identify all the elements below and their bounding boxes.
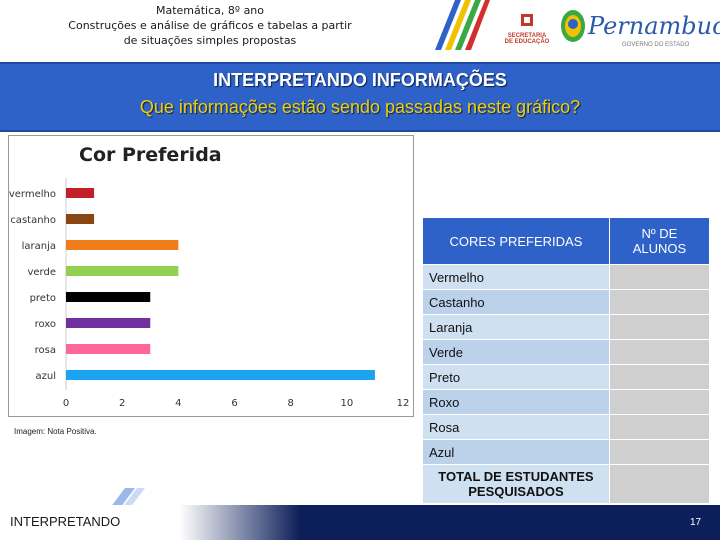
row-count-cell[interactable]: [608, 339, 711, 365]
y-tick-label: verde: [27, 267, 56, 278]
header: Matemática, 8º ano Construções e análise…: [0, 0, 720, 58]
x-tick-label: 12: [397, 398, 410, 409]
image-credit: Imagem: Nota Positiva.: [14, 427, 97, 436]
data-table: CORES PREFERIDAS Nº DE ALUNOS Vermelho C…: [422, 217, 711, 504]
row-count-cell[interactable]: [608, 364, 711, 390]
header-colors: CORES PREFERIDAS: [422, 217, 610, 265]
x-tick-label: 8: [287, 398, 293, 409]
row-count-cell[interactable]: [608, 289, 711, 315]
title-banner: INTERPRETANDO INFORMAÇÕES Que informaçõe…: [0, 62, 720, 132]
footer: INTERPRETANDO 17: [0, 505, 720, 540]
chart-container: Cor Preferida vermelho castanho laranja verd…: [8, 135, 414, 417]
y-tick-label: azul: [36, 371, 57, 382]
table-row: Vermelho: [422, 264, 711, 290]
brand-wordmark: Pernambuco: [588, 12, 720, 40]
bar: [66, 188, 95, 198]
bar: [66, 266, 179, 276]
row-color-label: Rosa: [422, 414, 610, 440]
y-tick-label: preto: [30, 293, 56, 304]
table-row: Roxo: [422, 389, 711, 415]
table-row: Preto: [422, 364, 711, 390]
seal-line2: DE EDUCAÇÃO: [504, 39, 550, 45]
lesson-title: Matemática, 8º ano Construções e análise…: [40, 3, 380, 48]
x-tick-label: 2: [119, 398, 125, 409]
secretaria-icon: [521, 14, 533, 26]
bar: [66, 318, 151, 328]
table-header-row: CORES PREFERIDAS Nº DE ALUNOS: [422, 217, 711, 265]
table-total-row: TOTAL DE ESTUDANTES PESQUISADOS: [422, 464, 711, 504]
row-color-label: Azul: [422, 439, 610, 465]
row-count-cell[interactable]: [608, 389, 711, 415]
x-tick-label: 4: [175, 398, 181, 409]
table-row: Castanho: [422, 289, 711, 315]
x-tick-label: 6: [231, 398, 237, 409]
state-crest-icon: [561, 10, 585, 42]
y-tick-label: laranja: [22, 241, 56, 252]
bar: [66, 214, 95, 224]
bar: [66, 370, 375, 380]
bar-chart: Cor Preferida vermelho castanho laranja verd…: [9, 144, 410, 409]
brand-subtitle: GOVERNO DO ESTADO: [622, 42, 690, 48]
page-number: 17: [690, 517, 702, 528]
row-color-label: Verde: [422, 339, 610, 365]
y-tick-label: roxo: [35, 319, 56, 330]
table-row: Verde: [422, 339, 711, 365]
decorative-stripes: [435, 0, 490, 50]
chart-title: Cor Preferida: [79, 144, 222, 166]
lesson-topic-line1: Construções e análise de gráficos e tabe…: [68, 19, 352, 32]
banner-question: Que informações estão sendo passadas nes…: [139, 97, 581, 117]
banner-title: INTERPRETANDO INFORMAÇÕES: [213, 70, 507, 90]
row-color-label: Vermelho: [422, 264, 610, 290]
header-count: Nº DE ALUNOS: [608, 217, 711, 265]
row-count-cell[interactable]: [608, 414, 711, 440]
total-count-cell[interactable]: [608, 464, 711, 504]
table-row: Azul: [422, 439, 711, 465]
section-label: INTERPRETANDO: [10, 514, 121, 529]
row-count-cell[interactable]: [608, 314, 711, 340]
bar: [66, 344, 151, 354]
x-tick-label: 0: [63, 398, 69, 409]
lesson-topic-line2: de situações simples propostas: [123, 34, 297, 47]
row-count-cell[interactable]: [608, 439, 711, 465]
row-color-label: Preto: [422, 364, 610, 390]
secretaria-logo: SECRETARIA DE EDUCAÇÃO: [497, 12, 557, 48]
y-tick-label: vermelho: [9, 189, 56, 200]
bar: [66, 240, 179, 250]
row-color-label: Castanho: [422, 289, 610, 315]
total-label: TOTAL DE ESTUDANTES PESQUISADOS: [422, 464, 610, 504]
footer-decoration: [110, 488, 145, 508]
row-color-label: Laranja: [422, 314, 610, 340]
table-row: Rosa: [422, 414, 711, 440]
x-tick-label: 10: [340, 398, 353, 409]
y-tick-label: castanho: [10, 215, 56, 226]
seal-line1: SECRETARIA: [507, 33, 547, 39]
row-color-label: Roxo: [422, 389, 610, 415]
lesson-subject: Matemática, 8º ano: [155, 4, 265, 17]
footer-fade: [0, 505, 300, 540]
y-tick-label: rosa: [35, 345, 56, 356]
row-count-cell[interactable]: [608, 264, 711, 290]
bar: [66, 292, 151, 302]
table-row: Laranja: [422, 314, 711, 340]
